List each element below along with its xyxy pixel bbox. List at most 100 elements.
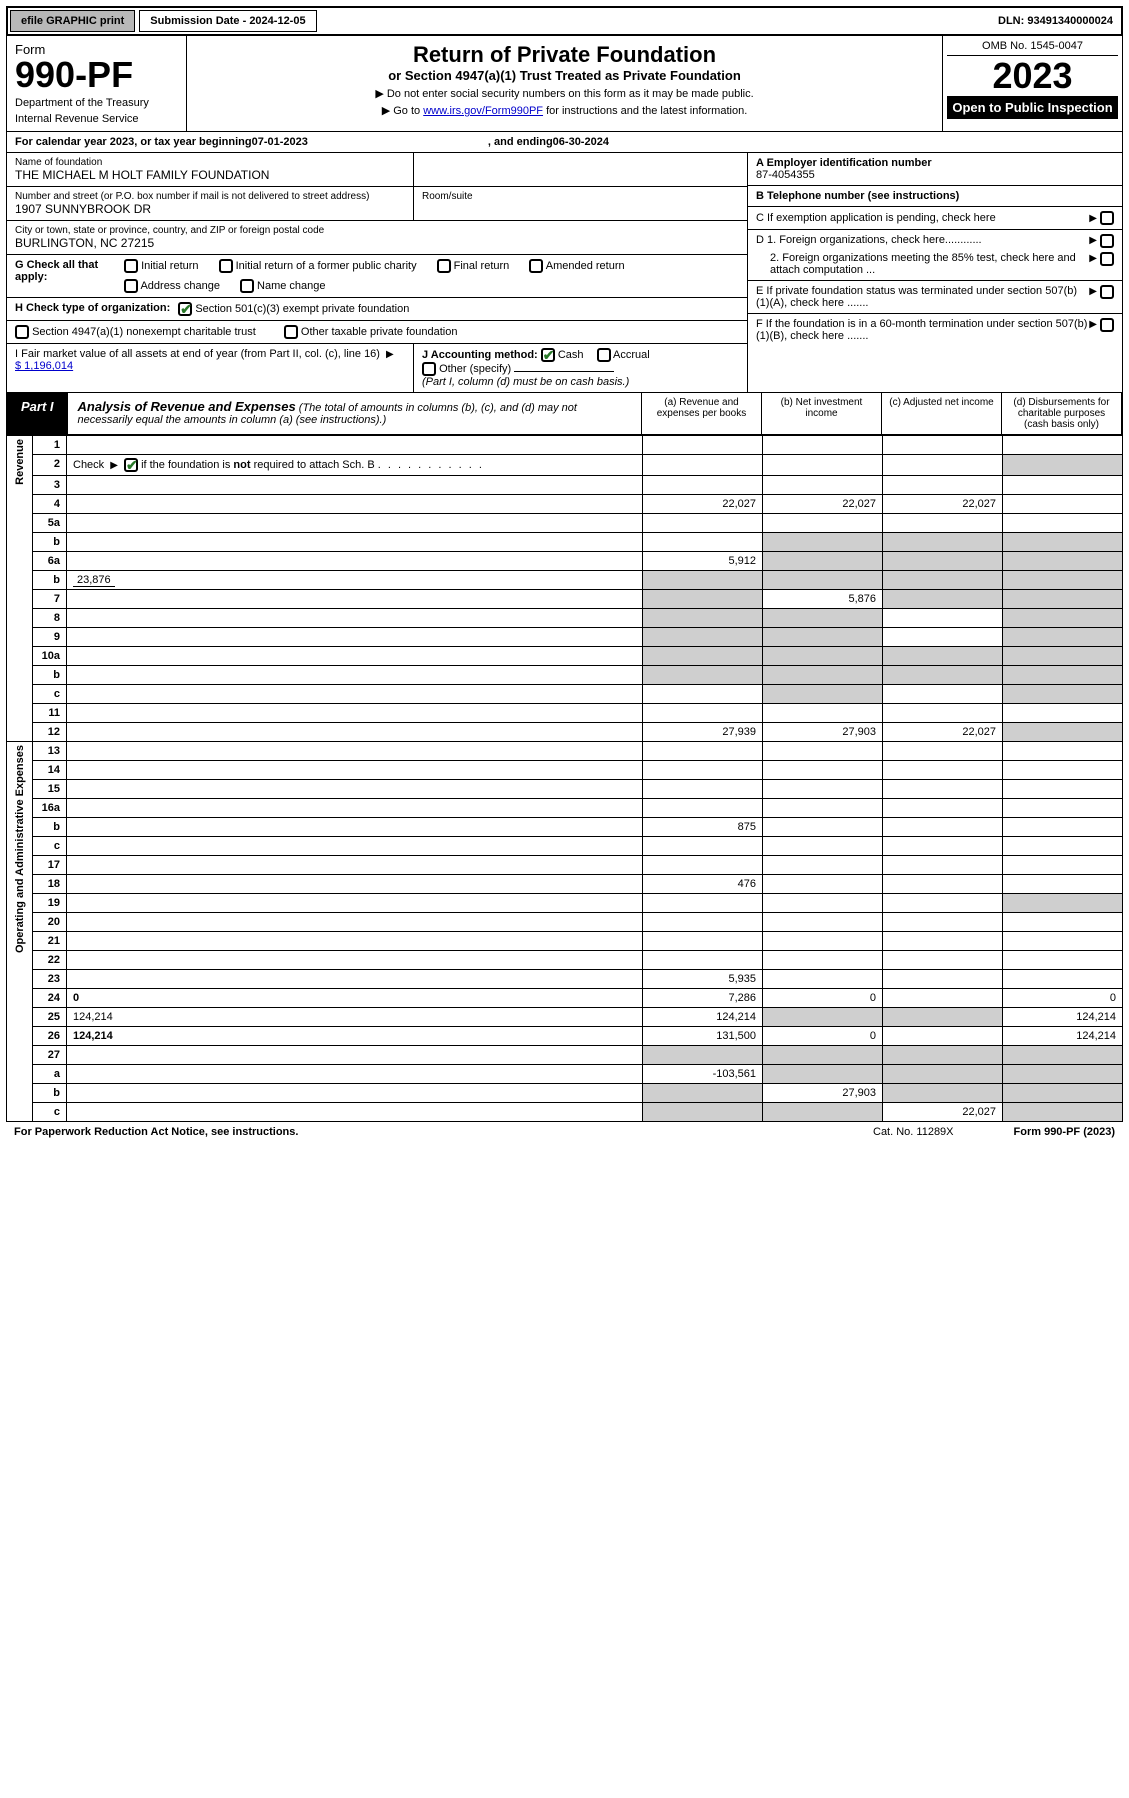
amount-cell: [1003, 970, 1123, 989]
amount-cell: [643, 837, 763, 856]
line-desc: [67, 913, 643, 932]
amount-cell: [1003, 932, 1123, 951]
amount-cell: 5,876: [763, 590, 883, 609]
amount-cell: [763, 799, 883, 818]
line-desc: [67, 856, 643, 875]
amount-cell: [883, 628, 1003, 647]
line-number: 6a: [33, 552, 67, 571]
line-number: 2: [33, 455, 67, 476]
table-row: 26124,214131,5000124,214: [7, 1027, 1123, 1046]
amount-cell: [883, 704, 1003, 723]
cb-initial-return[interactable]: Initial return: [124, 259, 199, 273]
amount-cell: [1003, 590, 1123, 609]
line-desc: [67, 533, 643, 552]
irs-link[interactable]: www.irs.gov/Form990PF: [423, 105, 543, 117]
amount-cell: [643, 799, 763, 818]
line-number: 17: [33, 856, 67, 875]
table-row: Operating and Administrative Expenses13: [7, 742, 1123, 761]
amount-cell: 22,027: [643, 495, 763, 514]
form-header: Form 990-PF Department of the Treasury I…: [6, 36, 1123, 132]
line-number: 27: [33, 1046, 67, 1065]
amount-cell: 22,027: [883, 1103, 1003, 1122]
amount-cell: [1003, 571, 1123, 590]
amount-cell: [643, 533, 763, 552]
line-number: c: [33, 837, 67, 856]
cb-name-change[interactable]: Name change: [240, 279, 326, 293]
line-desc: 23,876: [67, 571, 643, 590]
col-d-header: (d) Disbursements for charitable purpose…: [1001, 393, 1121, 434]
table-row: 6a5,912: [7, 552, 1123, 571]
amount-cell: [883, 894, 1003, 913]
amount-cell: [883, 455, 1003, 476]
line-desc: 0: [67, 989, 643, 1008]
amount-cell: [883, 533, 1003, 552]
amount-cell: 27,939: [643, 723, 763, 742]
amount-cell: 0: [763, 989, 883, 1008]
a-label: A Employer identification number: [756, 157, 932, 169]
cb-501c3[interactable]: Section 501(c)(3) exempt private foundat…: [178, 302, 409, 316]
cb-foreign-85[interactable]: [1100, 252, 1114, 266]
fmv-value[interactable]: $ 1,196,014: [15, 360, 73, 372]
cb-foreign-org[interactable]: [1100, 234, 1114, 248]
line-desc: [67, 837, 643, 856]
amount-cell: [643, 455, 763, 476]
foundation-name: THE MICHAEL M HOLT FAMILY FOUNDATION: [15, 168, 405, 182]
amount-cell: [1003, 837, 1123, 856]
line-number: 12: [33, 723, 67, 742]
c-label: C If exemption application is pending, c…: [756, 212, 996, 224]
table-row: 235,935: [7, 970, 1123, 989]
table-row: c22,027: [7, 1103, 1123, 1122]
line-number: 24: [33, 989, 67, 1008]
amount-cell: [883, 647, 1003, 666]
h-label: H Check type of organization:: [15, 302, 170, 314]
cb-accrual[interactable]: Accrual: [597, 349, 650, 361]
table-row: 2407,28600: [7, 989, 1123, 1008]
table-row: 2Check if the foundation is not required…: [7, 455, 1123, 476]
cb-60-month[interactable]: [1100, 318, 1114, 332]
amount-cell: [1003, 609, 1123, 628]
tax-year-end: 06-30-2024: [553, 136, 609, 148]
amount-cell: [883, 476, 1003, 495]
line-desc: [67, 799, 643, 818]
table-row: 27: [7, 1046, 1123, 1065]
cb-exemption-pending[interactable]: [1100, 211, 1114, 225]
amount-cell: [763, 436, 883, 455]
open-to-public: Open to Public Inspection: [947, 96, 1118, 119]
part1-table: Revenue12Check if the foundation is not …: [6, 435, 1123, 1122]
cb-4947a1[interactable]: Section 4947(a)(1) nonexempt charitable …: [15, 325, 256, 339]
cb-amended-return[interactable]: Amended return: [529, 259, 624, 273]
cb-initial-former[interactable]: Initial return of a former public charit…: [219, 259, 417, 273]
amount-cell: [643, 666, 763, 685]
f-label: F If the foundation is in a 60-month ter…: [756, 318, 1089, 342]
amount-cell: 0: [763, 1027, 883, 1046]
arrow-icon: [386, 348, 394, 360]
line-number: b: [33, 533, 67, 552]
line-desc: [67, 609, 643, 628]
amount-cell: [883, 799, 1003, 818]
ssn-warning: ▶ Do not enter social security numbers o…: [195, 87, 934, 100]
line-desc: [67, 590, 643, 609]
amount-cell: [883, 837, 1003, 856]
part1-header: Part I Analysis of Revenue and Expenses …: [6, 393, 1123, 435]
line-number: 26: [33, 1027, 67, 1046]
amount-cell: [1003, 913, 1123, 932]
cb-cash[interactable]: Cash: [541, 349, 584, 361]
table-row: 10a: [7, 647, 1123, 666]
table-row: 20: [7, 913, 1123, 932]
cb-address-change[interactable]: Address change: [124, 279, 220, 293]
amount-cell: [1003, 761, 1123, 780]
amount-cell: [643, 951, 763, 970]
amount-cell: [883, 590, 1003, 609]
table-row: a-103,561: [7, 1065, 1123, 1084]
line-number: 14: [33, 761, 67, 780]
line-number: 3: [33, 476, 67, 495]
amount-cell: 124,214: [1003, 1027, 1123, 1046]
amount-cell: [763, 476, 883, 495]
cb-other-taxable[interactable]: Other taxable private foundation: [284, 325, 458, 339]
amount-cell: [1003, 436, 1123, 455]
amount-cell: [883, 436, 1003, 455]
efile-print-button[interactable]: efile GRAPHIC print: [10, 10, 135, 32]
cb-other-method[interactable]: Other (specify): [422, 363, 614, 375]
cb-final-return[interactable]: Final return: [437, 259, 510, 273]
cb-status-terminated[interactable]: [1100, 285, 1114, 299]
